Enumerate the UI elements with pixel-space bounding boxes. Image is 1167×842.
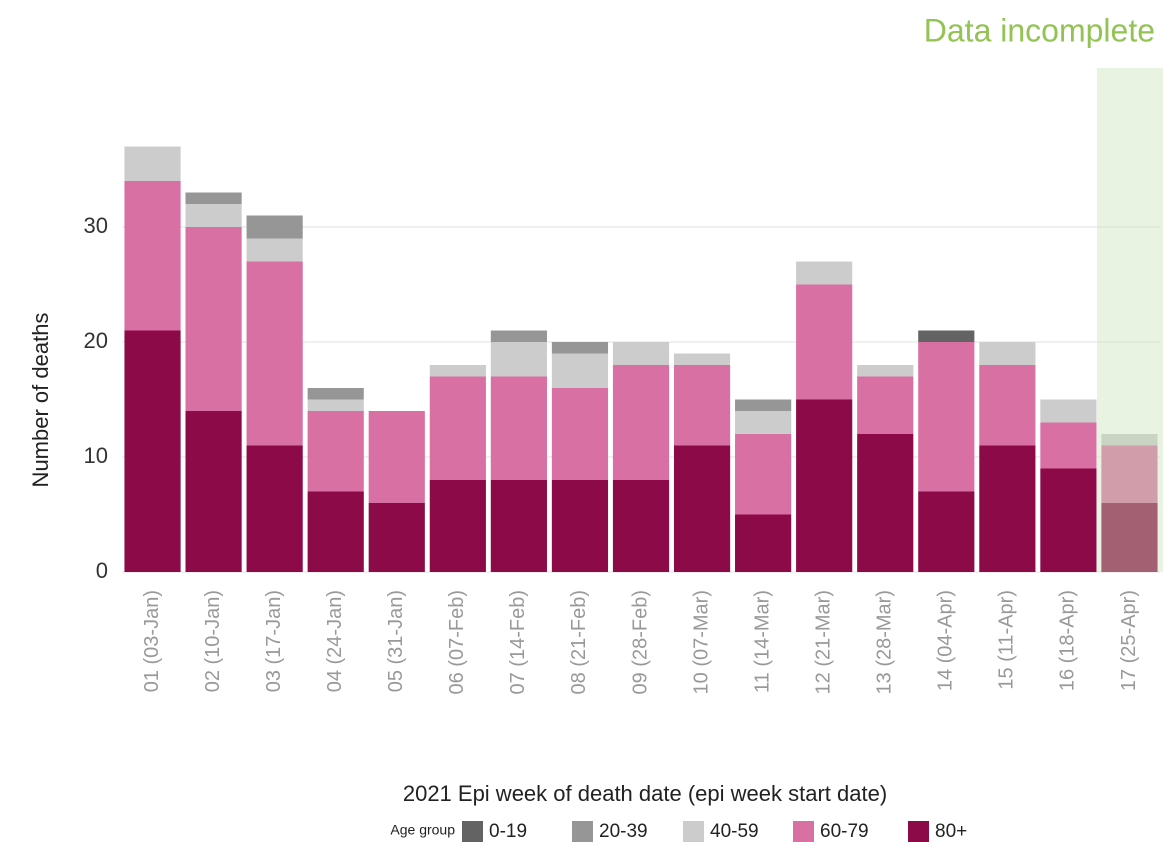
bar-segment <box>185 204 242 227</box>
legend-label: 60-79 <box>820 821 869 842</box>
legend-swatch <box>462 821 483 842</box>
x-axis-title: 2021 Epi week of death date (epi week st… <box>403 781 887 806</box>
bar-segment <box>124 146 181 181</box>
bar-segment <box>246 238 303 262</box>
bar-segment <box>490 342 547 377</box>
x-tick-label: 16 (18-Apr) <box>1057 590 1079 691</box>
bar-segment <box>1101 445 1158 503</box>
bar-segment <box>918 330 975 342</box>
bar-segment <box>124 181 181 331</box>
bar-segment <box>307 491 364 572</box>
y-tick-label: 20 <box>84 328 108 353</box>
bar-segment <box>918 342 975 492</box>
bar-segment <box>490 376 547 480</box>
x-tick-label: 07 (14-Feb) <box>507 590 529 695</box>
bar-segment <box>1101 434 1158 446</box>
bar-segment <box>612 342 670 365</box>
bar-segment <box>185 227 242 411</box>
x-tick-label: 11 (14-Mar) <box>751 590 773 693</box>
bar-segment <box>796 284 853 400</box>
legend-title: Age group <box>390 822 455 838</box>
legend-label: 40-59 <box>710 821 759 842</box>
x-tick-label: 17 (25-Apr) <box>1118 590 1140 691</box>
bar-segment <box>490 330 547 342</box>
bar-segment <box>307 388 364 400</box>
y-tick-label: 10 <box>84 443 108 468</box>
bar-segment <box>429 376 486 480</box>
bar-segment <box>368 503 425 572</box>
bar-segment <box>918 491 975 572</box>
x-tick-label: 05 (31-Jan) <box>385 590 407 692</box>
bar-segment <box>1040 399 1097 423</box>
bar-segment <box>246 261 303 446</box>
bar-segment <box>490 480 547 572</box>
bar-segment <box>979 445 1036 572</box>
x-tick-label: 15 (11-Apr) <box>996 590 1018 690</box>
bar-segment <box>1040 422 1097 469</box>
x-tick-label: 14 (04-Apr) <box>935 590 957 691</box>
bar-segment <box>124 330 181 572</box>
annotation: Data incomplete <box>924 12 1155 48</box>
legend-swatch <box>908 821 929 842</box>
bar-segment <box>673 445 731 572</box>
x-tick-label: 12 (21-Mar) <box>812 590 834 694</box>
bar-segment <box>979 342 1036 365</box>
bar-segment <box>1101 503 1158 572</box>
y-tick-label: 30 <box>84 213 108 238</box>
bar-segment <box>185 192 242 204</box>
legend-label: 0-19 <box>489 821 527 842</box>
bar-segment <box>673 365 731 446</box>
x-tick-label: 03 (17-Jan) <box>263 590 285 692</box>
legend-swatch <box>793 821 814 842</box>
legend-swatch <box>683 821 704 842</box>
bar-segment <box>857 365 914 377</box>
bar-segment <box>246 445 303 572</box>
bar-segment <box>551 480 609 572</box>
legend-swatch <box>572 821 593 842</box>
y-axis-title: Number of deaths <box>28 313 53 488</box>
x-tick-label: 06 (07-Feb) <box>446 590 468 695</box>
bar-segment <box>796 261 853 285</box>
bar-segment <box>1040 468 1097 572</box>
bar-segment <box>307 411 364 492</box>
x-tick-label: 01 (03-Jan) <box>141 590 163 692</box>
bar-segment <box>673 353 731 365</box>
bar-segment <box>246 215 303 239</box>
x-tick-label: 10 (07-Mar) <box>690 590 712 694</box>
bar-segment <box>735 514 792 572</box>
legend-label: 20-39 <box>599 821 648 842</box>
bar-segment <box>857 376 914 434</box>
bar-segment <box>307 399 364 411</box>
bar-segment <box>429 480 486 572</box>
bar-segment <box>612 480 670 572</box>
x-tick-label: 08 (21-Feb) <box>568 590 590 695</box>
bar-segment <box>368 411 425 503</box>
bar-segment <box>185 411 242 572</box>
x-tick-label: 13 (28-Mar) <box>874 590 896 694</box>
incomplete-shade <box>1096 68 1163 572</box>
bar-segment <box>979 365 1036 446</box>
x-tick-label: 02 (10-Jan) <box>202 590 224 692</box>
bar-segment <box>551 388 609 480</box>
bar-segment <box>551 342 609 354</box>
legend-label: 80+ <box>935 821 967 842</box>
x-tick-label: 09 (28-Feb) <box>629 590 651 695</box>
bar-segment <box>612 365 670 480</box>
bar-segment <box>429 365 486 377</box>
bar-segment <box>735 399 792 411</box>
bar-segment <box>796 399 853 572</box>
bar-segment <box>551 353 609 388</box>
x-tick-label: 04 (24-Jan) <box>324 590 346 692</box>
y-tick-label: 0 <box>96 558 108 583</box>
bar-segment <box>857 434 914 572</box>
bar-segment <box>735 434 792 515</box>
bar-segment <box>735 411 792 434</box>
